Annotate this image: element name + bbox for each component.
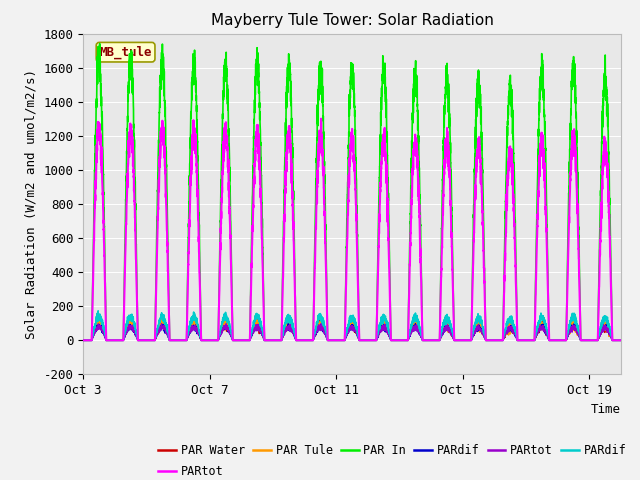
X-axis label: Time: Time <box>591 403 621 416</box>
Legend: PARtot: PARtot <box>154 460 228 480</box>
Text: MB_tule: MB_tule <box>99 46 152 59</box>
Y-axis label: Solar Radiation (W/m2 and umol/m2/s): Solar Radiation (W/m2 and umol/m2/s) <box>25 69 38 339</box>
Title: Mayberry Tule Tower: Solar Radiation: Mayberry Tule Tower: Solar Radiation <box>211 13 493 28</box>
